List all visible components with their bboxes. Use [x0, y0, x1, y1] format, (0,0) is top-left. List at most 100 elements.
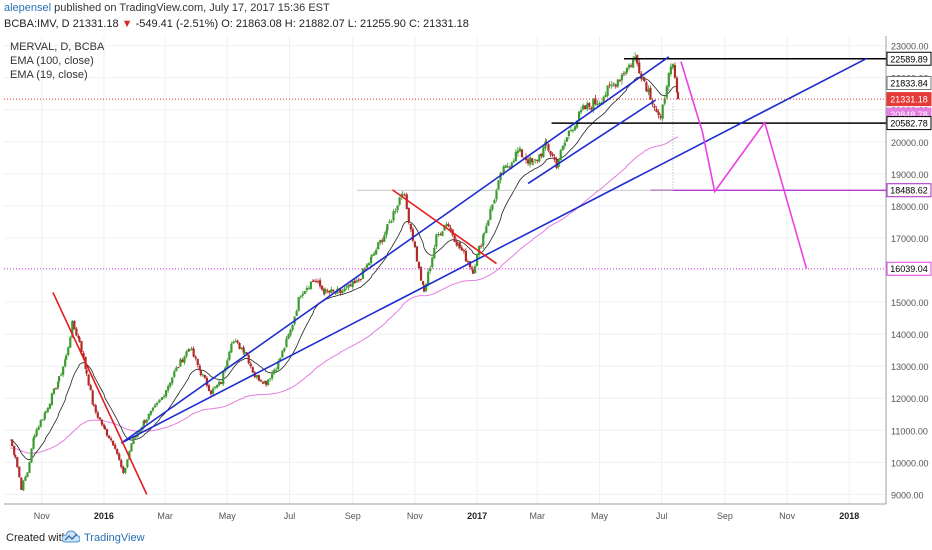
candle-body: [464, 250, 468, 262]
candle-body: [228, 351, 231, 360]
candle-body: [669, 66, 672, 75]
candle-body: [271, 372, 274, 379]
candle-body: [314, 281, 318, 283]
ema19-line: [9, 76, 679, 461]
candle-body: [373, 253, 376, 256]
candle-body: [502, 166, 505, 175]
candle-body: [445, 224, 448, 226]
x-tick-label: 2017: [467, 511, 487, 521]
candle-body: [269, 378, 272, 380]
candle-body: [255, 375, 258, 378]
candle-body: [87, 374, 90, 386]
candle-body: [14, 454, 17, 458]
y-tick-label: 18000.00: [891, 202, 929, 212]
candle-body: [77, 336, 80, 338]
candle-body: [281, 350, 284, 358]
candle-body: [65, 355, 68, 360]
candle-body: [122, 466, 125, 473]
candle-body: [209, 390, 213, 394]
candle-body: [405, 194, 408, 209]
candle-body: [50, 393, 54, 405]
candle-body: [542, 147, 545, 157]
candle-body: [388, 221, 391, 224]
candle-body: [370, 254, 374, 257]
trendline-blue: [120, 57, 867, 444]
candle-body: [403, 194, 406, 196]
candle-body: [52, 388, 56, 394]
candle-body: [480, 245, 483, 247]
trendline-blue: [120, 56, 670, 444]
candle-body: [190, 348, 193, 351]
candle-body: [435, 234, 438, 247]
candle-body: [565, 137, 568, 142]
candle-body: [39, 420, 42, 427]
trendline-blue: [527, 99, 656, 185]
candle-body: [468, 261, 472, 268]
candle-body: [339, 289, 342, 294]
candle-body: [610, 85, 613, 87]
candle-body: [149, 410, 152, 415]
candle-body: [471, 269, 475, 274]
candle-body: [240, 347, 243, 349]
x-tick-label: Sep: [345, 511, 361, 521]
y-tick-label: 14000.00: [891, 330, 929, 340]
candle-body: [243, 351, 246, 354]
candle-body: [120, 460, 123, 468]
candle-body: [516, 150, 520, 154]
candle-body: [11, 439, 14, 446]
candle-body: [667, 72, 670, 87]
tradingview-brand-link[interactable]: TradingView: [84, 532, 145, 544]
candle-body: [394, 210, 397, 212]
price-change: -549.41 (-2.51%): [135, 18, 219, 30]
candle-body: [549, 151, 552, 155]
candle-body: [89, 385, 92, 391]
candle-body: [499, 172, 502, 181]
candle-body: [567, 131, 570, 136]
candle-body: [138, 430, 141, 434]
candle-body: [145, 419, 148, 423]
author-link[interactable]: alepensel: [4, 2, 52, 14]
candle-body: [386, 223, 389, 231]
candle-body: [655, 109, 658, 113]
candle-body: [495, 189, 498, 200]
candle-body: [153, 405, 157, 408]
candle-body: [413, 241, 417, 248]
candle-body: [218, 381, 221, 386]
candle-body: [425, 284, 428, 291]
candle-body: [291, 324, 294, 330]
y-tick-label: 19000.00: [891, 170, 929, 180]
candle-body: [620, 74, 624, 81]
candle-body: [247, 354, 250, 364]
candle-body: [357, 279, 360, 281]
candle-body: [343, 288, 346, 292]
candle-body: [114, 444, 117, 449]
candle-body: [531, 158, 534, 163]
candle-body: [160, 396, 164, 400]
y-tick-label: 12000.00: [891, 394, 929, 404]
candle-body: [165, 390, 168, 397]
candle-body: [398, 197, 401, 205]
candle-body: [625, 67, 629, 73]
candle-body: [506, 166, 509, 168]
candle-body: [230, 343, 233, 353]
candle-body: [297, 297, 300, 311]
candle-body: [303, 290, 306, 295]
candle-body: [577, 111, 581, 121]
candle-body: [349, 284, 352, 287]
candle-body: [355, 280, 358, 283]
candle-body: [295, 311, 298, 316]
candle-body: [379, 239, 382, 243]
candle-body: [326, 290, 329, 292]
candle-body: [183, 356, 186, 363]
price-chart[interactable]: 9000.00 10000.00 11000.00 12000.00 13000.00 1…: [0, 34, 932, 526]
candle-body: [143, 420, 146, 423]
candle-body: [312, 280, 316, 282]
candle-body: [606, 85, 609, 96]
candle-body: [22, 480, 25, 491]
candle-body: [547, 144, 550, 151]
down-arrow-icon: ▼: [121, 18, 133, 30]
last-price: 21331.18: [72, 18, 119, 30]
candle-body: [299, 295, 302, 297]
x-tick-label: Nov: [34, 511, 51, 521]
candle-body: [134, 436, 137, 439]
